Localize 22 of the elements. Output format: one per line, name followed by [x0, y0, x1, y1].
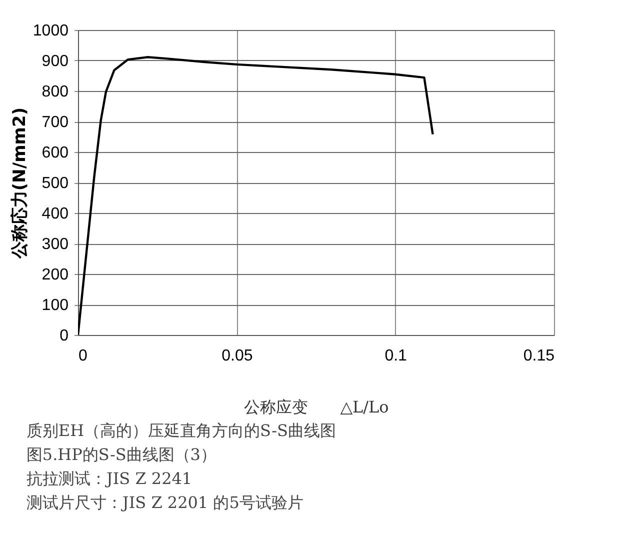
y-tick-label: 300 [42, 236, 69, 253]
caption: 图5.HP的S-S曲线图（3） [26, 445, 216, 464]
y-tick-label: 400 [42, 206, 69, 222]
y-tick-label: 100 [42, 297, 69, 314]
text: 抗拉测试：JIS Z 2241 [26, 469, 192, 488]
y-tick-label: 700 [42, 114, 69, 131]
text: 测试片尺寸：JIS Z 2201 的5号试验片 [26, 493, 304, 512]
x-tick-label: 0.1 [384, 348, 408, 364]
y-tick-label: 200 [42, 266, 69, 284]
x-tick-label: 0 [78, 348, 88, 364]
y-tick-label: 900 [42, 53, 69, 70]
y-tick-label: 600 [42, 144, 69, 162]
y-tick-label: 1000 [32, 22, 69, 40]
text: 质别EH（高的）压延直角方向的S-S曲线图 [26, 421, 336, 440]
line-series [78, 56, 434, 335]
y-tick-label: 0 [60, 328, 69, 344]
x-tick-label: 0.15 [523, 348, 555, 364]
x-axis-title: 公称应变 △L/Lo [244, 398, 389, 416]
y-axis-title: 公称応力(N/mm2) [10, 107, 30, 260]
y-tick-label: 800 [42, 84, 69, 100]
y-tick-label: 500 [42, 175, 69, 192]
x-tick-label: 0.05 [222, 348, 253, 364]
